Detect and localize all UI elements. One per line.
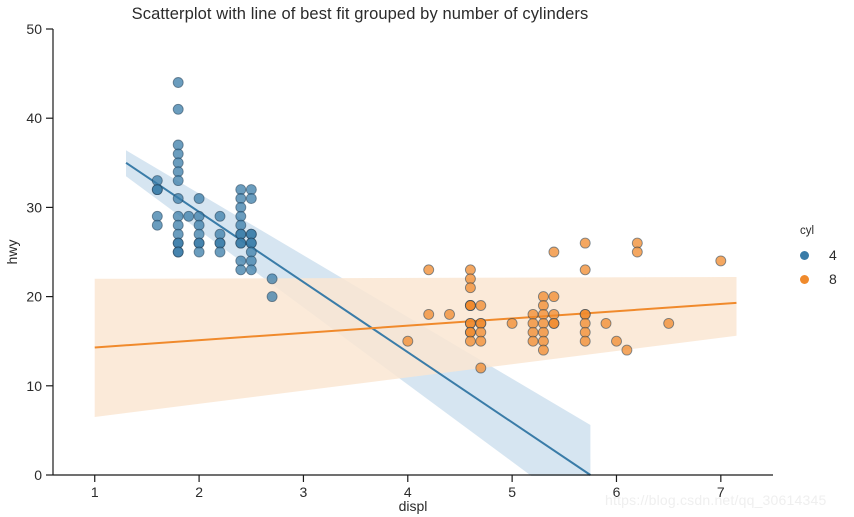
data-point [423,264,435,276]
data-point [151,219,163,231]
x-tick-label: 3 [300,484,308,500]
data-point [579,237,591,249]
y-tick-label: 30 [26,199,42,215]
data-point [266,291,278,303]
data-point [423,308,435,320]
data-points [151,77,727,374]
data-point [548,308,560,320]
data-point [402,335,414,347]
data-point [464,282,476,294]
y-axis-title: hwy [4,240,20,265]
data-point [172,193,184,204]
confidence-band-8 [94,277,737,417]
data-point [172,103,184,115]
data-point [214,246,226,258]
data-point [214,210,226,222]
x-tick-label: 6 [613,484,621,500]
x-tick-label: 4 [404,484,412,500]
y-tick-label: 20 [26,289,42,305]
data-point [245,193,257,204]
data-point [527,308,539,320]
data-point [193,246,205,258]
data-point [193,219,205,231]
legend-key [795,250,813,260]
data-point [172,175,184,187]
legend-item-label: 4 [829,247,837,263]
data-point [193,193,205,204]
data-point [611,335,622,347]
data-point [235,264,247,276]
watermark: https://blog.csdn.net/qq_30614345 [605,492,827,508]
data-point [548,246,560,258]
legend-item-label: 8 [829,271,837,287]
legend-dot-icon [799,250,809,260]
x-tick-label: 2 [195,484,203,500]
data-point [527,335,539,347]
y-tick-label: 40 [26,110,42,126]
data-point [235,219,247,231]
x-tick-label: 7 [717,484,725,500]
data-point [464,300,476,311]
data-point [537,344,549,356]
regression-line-8 [94,301,737,349]
data-point [464,264,476,276]
data-point [579,308,591,320]
data-point [548,291,560,303]
y-tick-label: 0 [34,467,42,483]
series-4 [151,77,278,303]
data-point [475,300,487,311]
data-point [621,344,633,356]
series-8 [402,237,727,374]
data-point [579,335,591,347]
data-point [475,362,487,374]
legend-title: cyl [800,225,815,237]
data-point [631,246,643,258]
y-tick-label: 10 [26,378,42,394]
data-point [172,246,184,258]
data-point [715,255,727,267]
data-point [475,335,487,347]
data-point [579,264,591,276]
x-axis: 1 2 3 4 5 6 7 displ [53,474,773,514]
legend-key [795,274,813,284]
data-point [548,317,560,329]
data-point [663,317,675,329]
legend-item-4[interactable]: 4 [795,243,853,267]
y-tick-label: 50 [26,21,42,37]
data-point [235,237,247,249]
legend-item-8[interactable]: 8 [795,267,853,291]
data-point [245,264,257,276]
data-point [444,308,455,320]
data-point [266,273,278,285]
data-point [172,77,184,88]
data-point [172,219,184,231]
x-tick-label: 5 [508,484,516,500]
page-title: Scatterplot with line of best fit groupe… [131,5,589,23]
data-point [183,210,195,222]
data-point [151,184,163,196]
data-point [537,308,549,320]
data-point [464,335,476,347]
x-tick-label: 1 [91,484,99,500]
legend-dot-icon [799,274,809,284]
y-axis: 0 10 20 30 40 50 hwy [4,21,54,483]
data-point [151,175,163,187]
data-point [506,317,518,329]
x-axis-title: displ [399,498,428,514]
data-point [600,317,612,329]
